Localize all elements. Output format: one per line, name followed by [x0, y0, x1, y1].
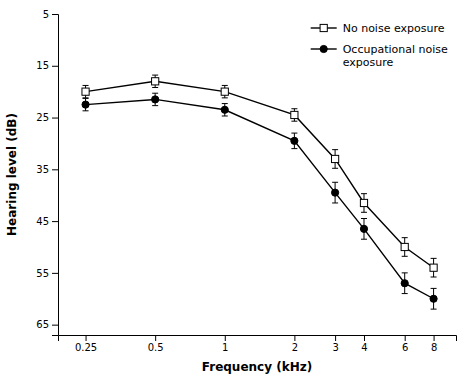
point	[430, 264, 437, 271]
y-axis-tick-mark	[52, 118, 58, 119]
x-axis: 0.25 0.5 1 2 3 4 6 8	[59, 335, 457, 353]
plot: 0.25 0.5 1 2 3 4 6 8 5 15 25 35 45 55 65 Frequency (kHz…	[5, 9, 457, 374]
x-axis-tick-mark	[86, 335, 87, 341]
point	[82, 88, 89, 95]
x-axis-tick: 1	[222, 335, 228, 353]
marks	[82, 75, 437, 309]
x-axis-tick-label: 2	[292, 342, 298, 353]
x-axis-tick-mark	[225, 335, 226, 341]
y-axis-tick-label: 15	[36, 60, 49, 71]
point	[401, 243, 408, 250]
error-bar	[152, 75, 158, 87]
x-axis-tick-mark	[155, 335, 156, 341]
error-bar	[152, 93, 158, 105]
legend-marker	[320, 45, 327, 52]
y-axis-tick-mark	[52, 14, 58, 15]
y-axis-title: Hearing level (dB)	[5, 113, 19, 236]
y-axis-tick-mark	[52, 273, 58, 274]
error-bar	[291, 133, 297, 149]
error-bar	[83, 98, 89, 110]
point	[360, 199, 367, 206]
error-bar	[431, 258, 437, 277]
point	[152, 96, 159, 103]
y-axis-line	[52, 15, 59, 336]
y-axis-tick-label: 5	[43, 9, 49, 20]
error-bar	[402, 238, 408, 257]
y-axis-tick-mark	[52, 169, 58, 170]
y-axis-tick-mark	[52, 66, 58, 67]
chart: 0.25 0.5 1 2 3 4 6 8 5 15 25 35 45 55 65 Frequency (kHz…	[0, 0, 474, 381]
x-axis-tick: 4	[361, 335, 367, 353]
error-bar	[332, 150, 338, 169]
error-bar	[361, 219, 367, 240]
point	[82, 101, 89, 108]
series-line	[86, 99, 434, 298]
y-axis: 5 15 25 35 45 55 65	[36, 9, 58, 336]
series-line	[86, 81, 434, 267]
error-bar	[402, 273, 408, 294]
series	[82, 75, 437, 277]
x-axis-tick-label: 3	[332, 342, 338, 353]
y-axis-tick: 25	[36, 112, 58, 123]
series	[82, 93, 437, 309]
legend-label: Occupational noiseexposure	[343, 43, 448, 69]
point	[430, 295, 437, 302]
point	[152, 78, 159, 85]
y-axis-tick: 5	[43, 9, 58, 20]
x-axis-tick: 3	[332, 335, 338, 353]
y-axis-tick-label: 35	[36, 164, 49, 175]
point	[221, 88, 228, 95]
y-axis-tick: 45	[36, 216, 58, 227]
legend-label: No noise exposure	[343, 22, 445, 35]
legend-item: Occupational noiseexposure	[311, 43, 448, 69]
y-axis-tick-mark	[52, 221, 58, 222]
point	[291, 137, 298, 144]
error-bar	[361, 194, 367, 213]
point	[401, 280, 408, 287]
x-axis-tick-mark	[434, 335, 435, 341]
y-axis-tick: 35	[36, 164, 58, 175]
x-axis-tick-label: 0.25	[75, 342, 97, 353]
point	[221, 106, 228, 113]
x-axis-tick: 0.5	[148, 335, 164, 353]
x-axis-line	[59, 336, 457, 342]
x-axis-tick-mark	[364, 335, 365, 341]
x-axis-tick-label: 6	[402, 342, 408, 353]
error-bar	[222, 85, 228, 97]
x-axis-tick: 2	[292, 335, 298, 353]
point	[291, 111, 298, 118]
error-bar	[83, 85, 89, 97]
legend: No noise exposure Occupational noiseexpos…	[311, 22, 448, 69]
legend-marker	[320, 24, 327, 31]
point	[331, 155, 338, 162]
y-axis-tick-label: 25	[36, 112, 49, 123]
x-axis-tick: 6	[402, 335, 408, 353]
y-axis-tick-label: 55	[36, 268, 49, 279]
x-axis-tick: 8	[431, 335, 437, 353]
x-axis-tick-label: 8	[431, 342, 437, 353]
y-axis-tick-label: 65	[36, 319, 49, 330]
error-bar	[222, 104, 228, 116]
x-axis-tick-mark	[335, 335, 336, 341]
y-axis-tick: 15	[36, 60, 58, 71]
point	[331, 189, 338, 196]
x-axis-tick-mark	[405, 335, 406, 341]
y-axis-tick: 65	[36, 319, 58, 330]
point	[360, 225, 367, 232]
error-bar	[291, 109, 297, 121]
y-axis-tick-mark	[52, 325, 58, 326]
x-axis-tick: 0.25	[75, 335, 97, 353]
legend-item: No noise exposure	[311, 22, 445, 35]
error-bar	[332, 182, 338, 203]
error-bar	[431, 288, 437, 309]
y-axis-tick-label: 45	[36, 216, 49, 227]
x-axis-title: Frequency (kHz)	[202, 360, 312, 374]
x-axis-tick-label: 1	[222, 342, 228, 353]
x-axis-tick-label: 4	[361, 342, 367, 353]
x-axis-tick-mark	[294, 335, 295, 341]
x-axis-tick-label: 0.5	[148, 342, 164, 353]
y-axis-tick: 55	[36, 268, 58, 279]
